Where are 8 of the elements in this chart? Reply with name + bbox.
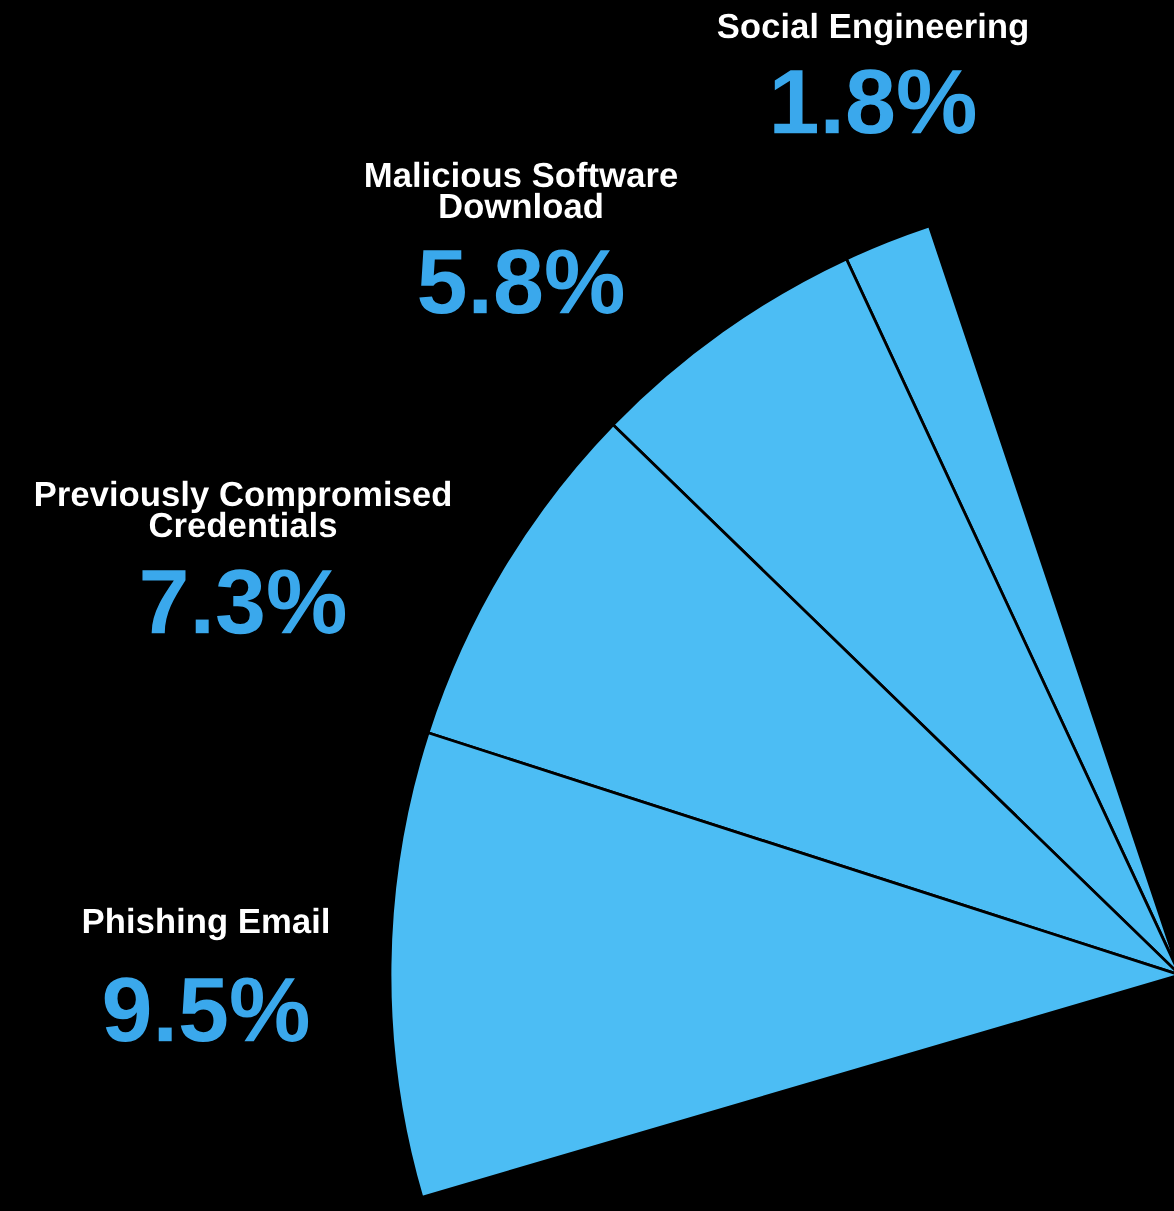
slice-label: Phishing Email: [83, 907, 328, 941]
slice-label: Social Engineering: [717, 12, 1027, 46]
data-label: 1.8%: [774, 69, 976, 135]
data-label: 5.8%: [419, 249, 624, 315]
slice-label: Previously Compromised Credentials: [35, 480, 451, 538]
data-label: 7.3%: [142, 569, 346, 635]
slice-label: Malicious Software Download: [366, 161, 678, 219]
data-label: 9.5%: [104, 977, 309, 1043]
